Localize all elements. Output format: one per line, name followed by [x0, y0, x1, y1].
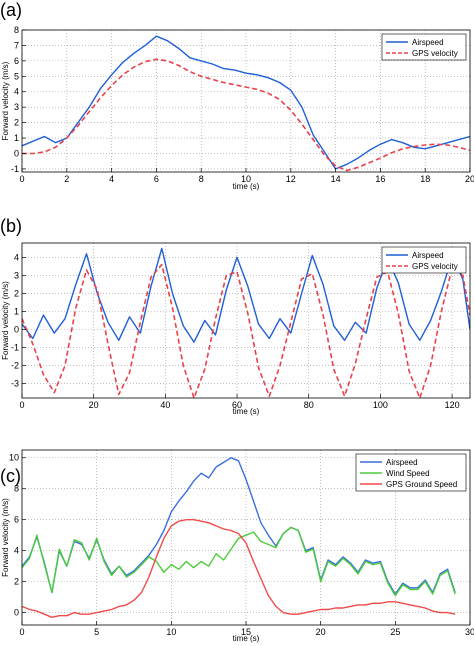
x-tick-label: 10 — [241, 174, 251, 184]
x-tick-label: 120 — [445, 400, 460, 410]
panel-label: (c) — [0, 466, 21, 486]
x-tick-label: 4 — [109, 174, 114, 184]
legend-entry: GPS Ground Speed — [386, 480, 457, 489]
y-tick-label: 10 — [9, 453, 19, 463]
legend-entry: Wind Speed — [386, 469, 430, 478]
x-tick-label: 80 — [304, 400, 314, 410]
legend: Airspeed GPS velocity — [381, 246, 467, 274]
x-tick-label: 18 — [420, 174, 430, 184]
y-tick-label: 4 — [14, 546, 19, 556]
y-tick-label: 4 — [14, 87, 19, 97]
x-axis-label: time (s) — [233, 634, 260, 643]
legend-entry: Airspeed — [412, 251, 444, 260]
y-axis-label: Forward velocity (m/s) — [1, 281, 10, 360]
y-tick-label: 2 — [14, 577, 19, 587]
panel-label: (b) — [0, 216, 22, 236]
series-line-gps-velocity — [22, 263, 470, 398]
panel-label: (a) — [0, 0, 22, 20]
x-tick-label: 25 — [390, 627, 400, 637]
y-tick-label: 5 — [14, 71, 19, 81]
legend-entry: Airspeed — [386, 458, 418, 467]
y-tick-label: -3 — [11, 379, 19, 389]
y-tick-label: 7 — [14, 40, 19, 50]
series-line-gps-velocity — [22, 58, 470, 172]
chart-panel-3: (c) 0 5 10 15 20 25 30 0 2 4 6 8 10 time (s) Forward ve… — [0, 449, 474, 643]
y-tick-label: 0 — [14, 325, 19, 335]
y-tick-label: 8 — [14, 484, 19, 494]
y-tick-label: 1 — [14, 306, 19, 316]
legend-box — [381, 33, 467, 61]
x-tick-label: 2 — [64, 174, 69, 184]
x-tick-label: 10 — [166, 627, 176, 637]
x-tick-label: 0 — [19, 627, 24, 637]
y-tick-label: 2 — [14, 288, 19, 298]
x-tick-label: 0 — [19, 174, 24, 184]
legend-entry: Airspeed — [412, 38, 444, 47]
x-tick-label: 30 — [465, 627, 474, 637]
x-axis-label: time (s) — [233, 407, 260, 416]
y-tick-label: 3 — [14, 270, 19, 280]
x-tick-label: 20 — [89, 400, 99, 410]
x-axis-label: time (s) — [233, 182, 260, 191]
legend-entry: GPS velocity — [412, 262, 458, 271]
y-tick-label: -1 — [11, 164, 19, 174]
series-line-wind-speed — [22, 526, 456, 597]
x-tick-label: 8 — [199, 174, 204, 184]
x-tick-label: 16 — [375, 174, 385, 184]
y-axis-label: Forward velocity (m/s) — [1, 61, 10, 140]
x-tick-label: 15 — [241, 627, 251, 637]
y-tick-label: 2 — [14, 118, 19, 128]
y-tick-label: 3 — [14, 102, 19, 112]
y-tick-label: 0 — [14, 148, 19, 158]
y-tick-label: -2 — [11, 361, 19, 371]
legend: Airspeed Wind Speed GPS Ground Speed — [355, 453, 467, 492]
x-tick-label: 20 — [465, 174, 474, 184]
x-tick-label: 0 — [19, 400, 24, 410]
y-tick-label: 6 — [14, 515, 19, 525]
y-tick-label: 8 — [14, 25, 19, 35]
series-line-gps-ground-speed — [22, 519, 456, 618]
y-tick-label: 4 — [14, 252, 19, 262]
x-tick-label: 40 — [160, 400, 170, 410]
x-tick-label: 14 — [331, 174, 341, 184]
y-tick-label: 6 — [14, 56, 19, 66]
axes-frame — [21, 242, 471, 399]
x-tick-label: 12 — [286, 174, 296, 184]
y-axis-label: Forward velocity (m/s) — [1, 498, 10, 577]
x-tick-label: 5 — [94, 627, 99, 637]
legend: Airspeed GPS velocity — [381, 33, 467, 61]
y-tick-label: 0 — [14, 608, 19, 618]
x-tick-label: 6 — [154, 174, 159, 184]
legend-box — [381, 246, 467, 274]
y-tick-label: 1 — [14, 133, 19, 143]
x-tick-label: 100 — [373, 400, 388, 410]
x-tick-label: 60 — [232, 400, 242, 410]
x-tick-label: 20 — [316, 627, 326, 637]
legend-entry: GPS velocity — [412, 49, 458, 58]
y-tick-label: -1 — [11, 343, 19, 353]
chart-panel-2: (b) 0 20 40 60 80 100 120 -3 -2 -1 0 1 2 3 4 time (s) For… — [0, 216, 471, 416]
series-line-airspeed — [22, 35, 470, 170]
